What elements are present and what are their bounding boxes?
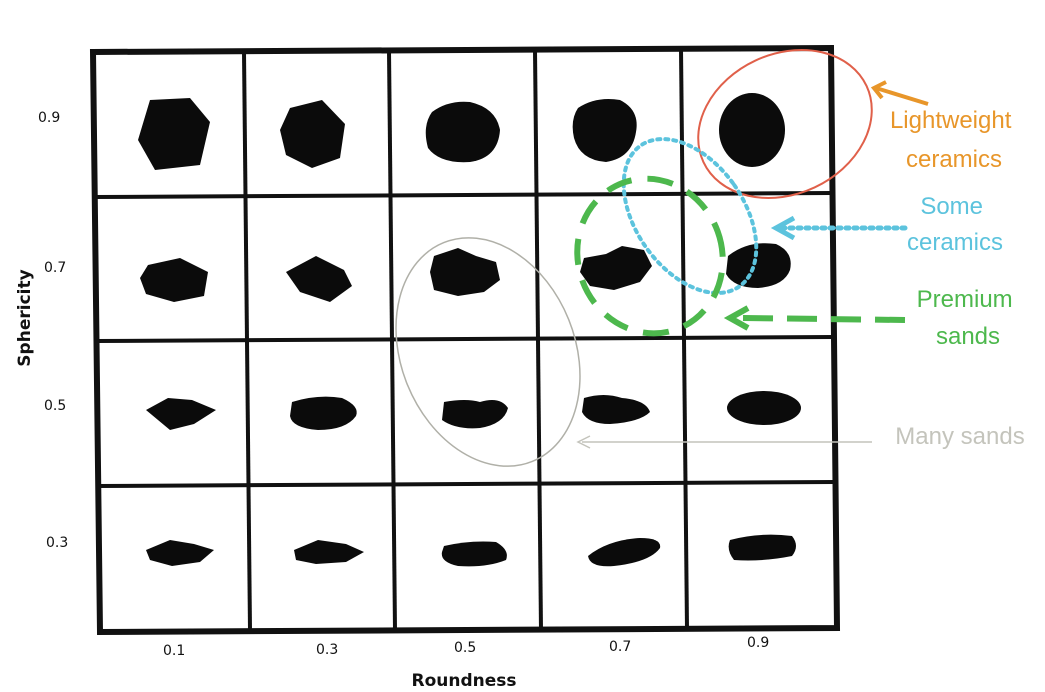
- x-tick-label: 0.5: [454, 640, 476, 656]
- grain-s07-r05: [430, 248, 500, 296]
- grain-s03-r09: [728, 534, 796, 561]
- lightweight-ceramics-outline: [697, 49, 873, 199]
- x-tick-label: 0.1: [163, 643, 185, 659]
- grain-s09-r07: [572, 99, 637, 162]
- grain-s09-r05: [425, 101, 500, 163]
- grain-s03-r07: [588, 538, 661, 567]
- grain-s03-r03: [294, 540, 364, 564]
- many-sands-outline: [395, 237, 581, 467]
- grain-s07-r01: [140, 258, 208, 302]
- grain-silhouettes: [138, 93, 801, 567]
- premium-sands-outline: [574, 175, 726, 337]
- grain-s09-r01: [138, 98, 210, 170]
- grain-s05-r03: [290, 396, 357, 430]
- annotation-arrows: [576, 80, 929, 449]
- x-axis-title: Roundness: [411, 671, 516, 691]
- lightweight-ceramics-arrow: [870, 80, 929, 106]
- grain-s05-r05: [442, 400, 508, 429]
- lightweight-ceramics-label: Lightweight ceramics: [890, 107, 1018, 173]
- grain-s09-r03: [280, 100, 345, 168]
- many-sands-arrow: [576, 435, 872, 449]
- y-axis-ticks: 0.9 0.7 0.5 0.3: [38, 110, 68, 551]
- annotation-labels: Lightweight ceramics Some ceramics Premi…: [890, 107, 1025, 450]
- premium-sands-label: Premium sands: [917, 286, 1020, 350]
- grid-lines: [94, 48, 836, 631]
- grain-s07-r09: [726, 243, 791, 288]
- grain-s03-r05: [441, 541, 507, 567]
- some-ceramics-outline: [621, 137, 759, 295]
- grain-s05-r01: [146, 398, 216, 430]
- y-tick-label: 0.5: [44, 398, 66, 414]
- chart-frame: [89, 44, 841, 636]
- grain-s07-r03: [286, 256, 352, 302]
- y-axis-title: Sphericity: [15, 269, 35, 366]
- annotation-overlays: [395, 49, 873, 467]
- x-tick-label: 0.7: [609, 639, 631, 655]
- grain-s07-r07: [580, 246, 652, 290]
- grain-s05-r09: [727, 391, 801, 425]
- y-tick-label: 0.9: [38, 110, 60, 126]
- grain-s03-r01: [146, 540, 214, 566]
- x-tick-label: 0.9: [747, 635, 769, 651]
- some-ceramics-label: Some ceramics: [907, 193, 1003, 256]
- y-tick-label: 0.3: [46, 535, 68, 551]
- premium-sands-arrow: [723, 305, 906, 331]
- y-tick-label: 0.7: [44, 260, 66, 276]
- x-tick-label: 0.3: [316, 642, 338, 658]
- grain-s05-r07: [582, 395, 650, 424]
- x-axis-ticks: 0.1 0.3 0.5 0.7 0.9: [163, 635, 769, 659]
- some-ceramics-arrow: [770, 215, 908, 241]
- grain-s09-r09: [719, 93, 785, 167]
- many-sands-label: Many sands: [895, 423, 1024, 450]
